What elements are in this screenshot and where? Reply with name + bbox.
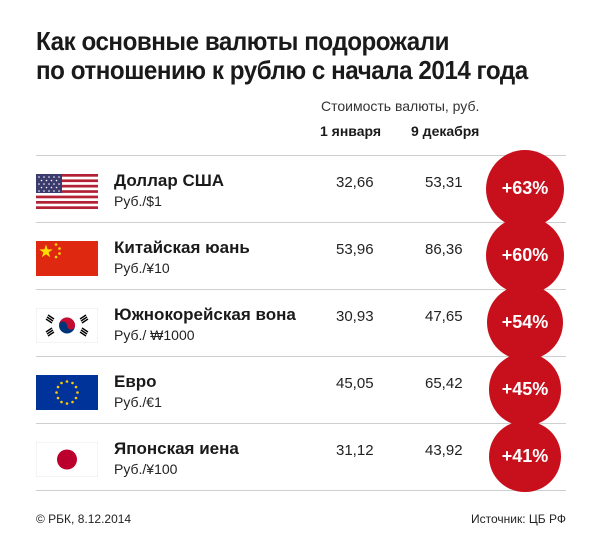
table-row: Евро Руб./€1 45,05 65,42 <box>36 356 566 423</box>
title-line-2: по отношению к рублю с начала 2014 года <box>36 55 528 85</box>
currency-name: Южнокорейская вона <box>114 305 296 324</box>
eu-flag-icon <box>36 375 98 410</box>
change-badge: +41% <box>489 420 561 492</box>
column-header-dec9: 9 декабря <box>411 123 480 139</box>
us-flag-icon <box>36 174 98 209</box>
currency-unit: Руб./$1 <box>114 193 162 209</box>
column-group-header: Стоимость валюты, руб. <box>321 98 480 114</box>
column-header-jan1: 1 января <box>320 123 382 139</box>
currency-table: Доллар США Руб./$1 32,66 53,31 Китайская… <box>36 155 566 491</box>
change-badge: +63% <box>486 149 564 228</box>
table-row: Японская иена Руб./¥100 31,12 43,92 <box>36 423 566 491</box>
currency-unit: Руб./¥100 <box>114 461 178 477</box>
table-row: Южнокорейская вона Руб./ ₩1000 30,93 47,… <box>36 289 566 356</box>
currency-name: Доллар США <box>114 171 225 190</box>
currency-name: Евро <box>114 372 157 391</box>
currency-unit: Руб./ ₩1000 <box>114 327 195 343</box>
source-note: Источник: ЦБ РФ <box>471 512 566 526</box>
value-jan1: 45,05 <box>336 375 374 392</box>
value-jan1: 53,96 <box>336 241 374 258</box>
currency-name: Китайская юань <box>114 238 250 257</box>
change-badge: +45% <box>488 353 562 426</box>
table-row: Доллар США Руб./$1 32,66 53,31 <box>36 155 566 222</box>
copyright-note: © РБК, 8.12.2014 <box>36 512 132 526</box>
value-jan1: 31,12 <box>336 442 374 459</box>
change-badge: +54% <box>487 284 563 361</box>
currency-name: Японская иена <box>114 439 239 458</box>
south-korea-flag-icon <box>36 308 98 343</box>
title-line-1: Как основные валюты подорожали <box>36 26 450 56</box>
table-row: Китайская юань Руб./¥10 53,96 86,36 <box>36 222 566 289</box>
value-dec9: 47,65 <box>425 308 463 325</box>
change-badge: +60% <box>486 216 564 295</box>
value-dec9: 53,31 <box>425 174 463 191</box>
value-dec9: 86,36 <box>425 241 463 258</box>
currency-unit: Руб./€1 <box>114 394 162 410</box>
value-jan1: 30,93 <box>336 308 374 325</box>
china-flag-icon <box>36 241 98 276</box>
japan-flag-icon <box>36 442 98 477</box>
value-dec9: 65,42 <box>425 375 463 392</box>
infographic-title: Как основные валюты подорожали по отноше… <box>36 27 557 85</box>
value-jan1: 32,66 <box>336 174 374 191</box>
currency-unit: Руб./¥10 <box>114 260 170 276</box>
value-dec9: 43,92 <box>425 442 463 459</box>
